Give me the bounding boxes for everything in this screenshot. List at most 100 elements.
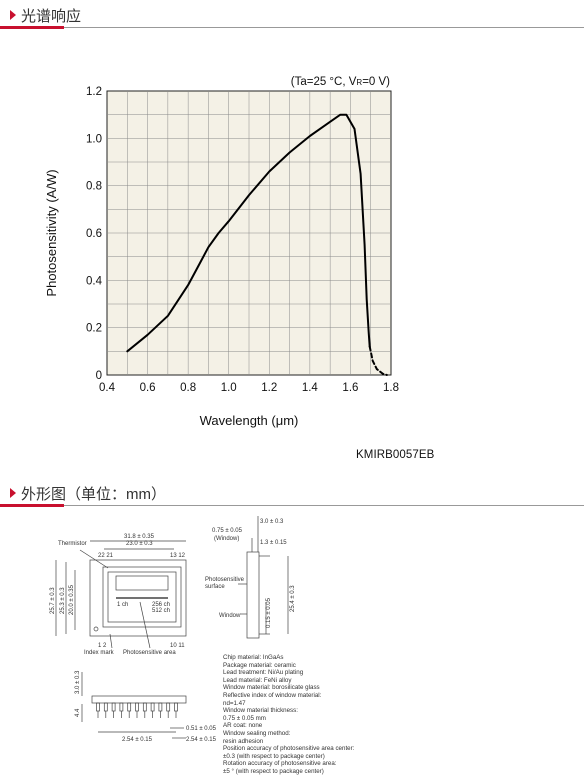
series-line-dashed	[368, 345, 388, 376]
spec-note-line: Window material thickness:	[223, 707, 298, 715]
pin-label-10-11: 10 11	[170, 643, 185, 649]
dim-height-25-7: 25.7 ± 0.3	[50, 587, 56, 614]
y-tick-label: 0.6	[86, 228, 102, 240]
spec-note-line: Reflective index of window material:	[223, 691, 322, 699]
pin	[135, 702, 139, 712]
pin-legs	[97, 711, 177, 718]
side-view-outline	[246, 551, 260, 639]
section-header-spectral: 光谱响应	[0, 2, 584, 29]
x-tick-label: 0.8	[180, 382, 196, 394]
pin	[96, 702, 100, 712]
label-photosensitive-area: Photosensitive area	[123, 650, 176, 656]
y-tick-label: 0.2	[86, 323, 102, 335]
spec-note-line: Lead material: FeNi alloy	[223, 676, 292, 684]
gridlines	[107, 91, 391, 375]
pin-label-1-2: 1 2	[98, 643, 107, 649]
dim-width-31-8: 31.8 ± 0.35	[124, 534, 155, 540]
dimensional-drawing: Thermistor 31.8 ± 0.35 23.0 ± 0.3 22 21 …	[50, 516, 296, 743]
dim-bottom-25-4: 2.54 ± 0.15	[122, 737, 153, 743]
package-outline	[89, 559, 187, 637]
pin	[166, 702, 171, 712]
spec-note-line: AR coat: none	[223, 722, 263, 730]
bullet-arrow-icon	[10, 488, 16, 498]
section-title: 外形图（单位：mm）	[21, 486, 166, 503]
window-inner	[107, 571, 177, 623]
y-tick-labels: 0 0.2 0.4 0.6 0.8 1.0 1.2	[86, 86, 103, 382]
x-tick-label: 1.0	[221, 382, 237, 394]
x-tick-label: 1.2	[261, 382, 277, 394]
divider	[0, 505, 584, 506]
bottom-view-body	[91, 695, 187, 704]
pin-label-22-21: 22 21	[98, 553, 114, 559]
accent-underline	[0, 504, 64, 507]
label-window-paren: (Window)	[214, 536, 239, 542]
x-tick-label: 1.4	[302, 382, 319, 394]
label-window: Window	[219, 613, 241, 619]
window-outline	[102, 566, 182, 628]
pin-row	[96, 702, 178, 712]
series-lines	[126, 113, 388, 376]
pin	[158, 702, 163, 712]
dim-bottom-4-4: 4.4	[75, 708, 81, 717]
spectral-response-chart: 0.4 0.6 0.8 1.0 1.2 1.4 1.6 1.8 0 0.2 0.4 0.6 0.8 1.…	[44, 76, 399, 428]
chip-outline	[115, 575, 169, 591]
label-photosensitive-surface-1: Photosensitive	[205, 577, 245, 583]
series-line-solid	[126, 113, 371, 353]
section-header-dimensions: 外形图（单位：mm）	[0, 480, 584, 507]
x-tick-labels: 0.4 0.6 0.8 1.0 1.2 1.4 1.6 1.8	[99, 382, 399, 394]
dim-height-20-0: 20.0 ± 0.35	[69, 584, 75, 615]
spec-note-line: Package material: ceramic	[223, 661, 296, 669]
measurement-condition: (Ta=25 °C, VR=0 V)	[291, 76, 390, 88]
pin-label-13-12: 13 12	[170, 553, 186, 559]
y-tick-label: 0.4	[86, 275, 103, 287]
spec-note-line: Chip material: InGaAs	[223, 654, 284, 661]
spec-note-line: ±5 ° (with respect to package center)	[223, 767, 324, 775]
label-photosensitive-surface-2: surface	[205, 584, 225, 590]
label-1ch: 1 ch	[117, 602, 128, 608]
label-thermistor: Thermistor	[58, 541, 87, 547]
spec-notes: Chip material: InGaAs Package material: c…	[223, 654, 354, 776]
label-512ch: 512 ch	[152, 608, 170, 614]
y-tick-label: 0	[96, 370, 102, 382]
chart-code: KMIRB0057EB	[356, 449, 435, 461]
pin	[174, 702, 178, 712]
bullet-arrow-icon	[10, 10, 16, 20]
spec-note-line: Position accuracy of photosensitive area…	[223, 745, 355, 753]
x-tick-label: 1.8	[383, 382, 399, 394]
spec-note-line: 0.75 ± 0.05 mm	[223, 714, 266, 722]
dim-25-4-side: 25.4 ± 0.3	[290, 585, 296, 612]
x-axis-label: Wavelength (μm)	[200, 413, 299, 428]
dim-bottom-2-54: 2.54 ± 0.15	[186, 737, 217, 743]
dim-3-0: 3.0 ± 0.3	[260, 519, 284, 525]
x-tick-label: 0.6	[140, 382, 156, 394]
pin	[119, 702, 124, 712]
y-axis-label: Photosensitivity (A/W)	[44, 169, 59, 296]
pin	[150, 702, 155, 712]
y-tick-label: 0.8	[86, 181, 102, 193]
dim-window-0-75: 0.75 ± 0.05	[212, 528, 243, 534]
label-256ch: 256 ch	[152, 602, 170, 608]
spec-note-line: resin adhesion	[223, 737, 264, 745]
dim-bottom-3-0: 3.0 ± 0.3	[75, 670, 81, 694]
spec-note-line: nd=1.47	[223, 699, 246, 707]
dim-0-15: 0.15 ± 0.05	[266, 597, 272, 628]
spec-note-line: Rotation accuracy of photosensitive area…	[223, 760, 337, 768]
spec-note-line: ±0.3 (with respect to package center)	[223, 752, 325, 760]
pin	[142, 702, 147, 712]
accent-underline	[0, 26, 64, 29]
pin	[103, 702, 108, 712]
section-title: 光谱响应	[21, 8, 82, 25]
y-tick-label: 1.0	[86, 133, 102, 145]
pin	[111, 702, 116, 712]
dim-height-25-3: 25.3 ± 0.3	[60, 587, 66, 614]
spec-note-line: Window sealing method:	[223, 729, 291, 737]
spec-note-line: Lead treatment: Ni/Au plating	[223, 669, 304, 677]
divider	[0, 27, 584, 28]
dim-1-3: 1.3 ± 0.15	[260, 540, 287, 546]
x-tick-label: 1.6	[342, 382, 358, 394]
spec-note-line: Window material: borosilicate glass	[223, 684, 320, 692]
pin	[127, 702, 132, 712]
label-index-mark: Index mark	[84, 650, 115, 656]
index-mark	[93, 626, 99, 632]
dim-bottom-0-51: 0.51 ± 0.05	[186, 726, 217, 732]
